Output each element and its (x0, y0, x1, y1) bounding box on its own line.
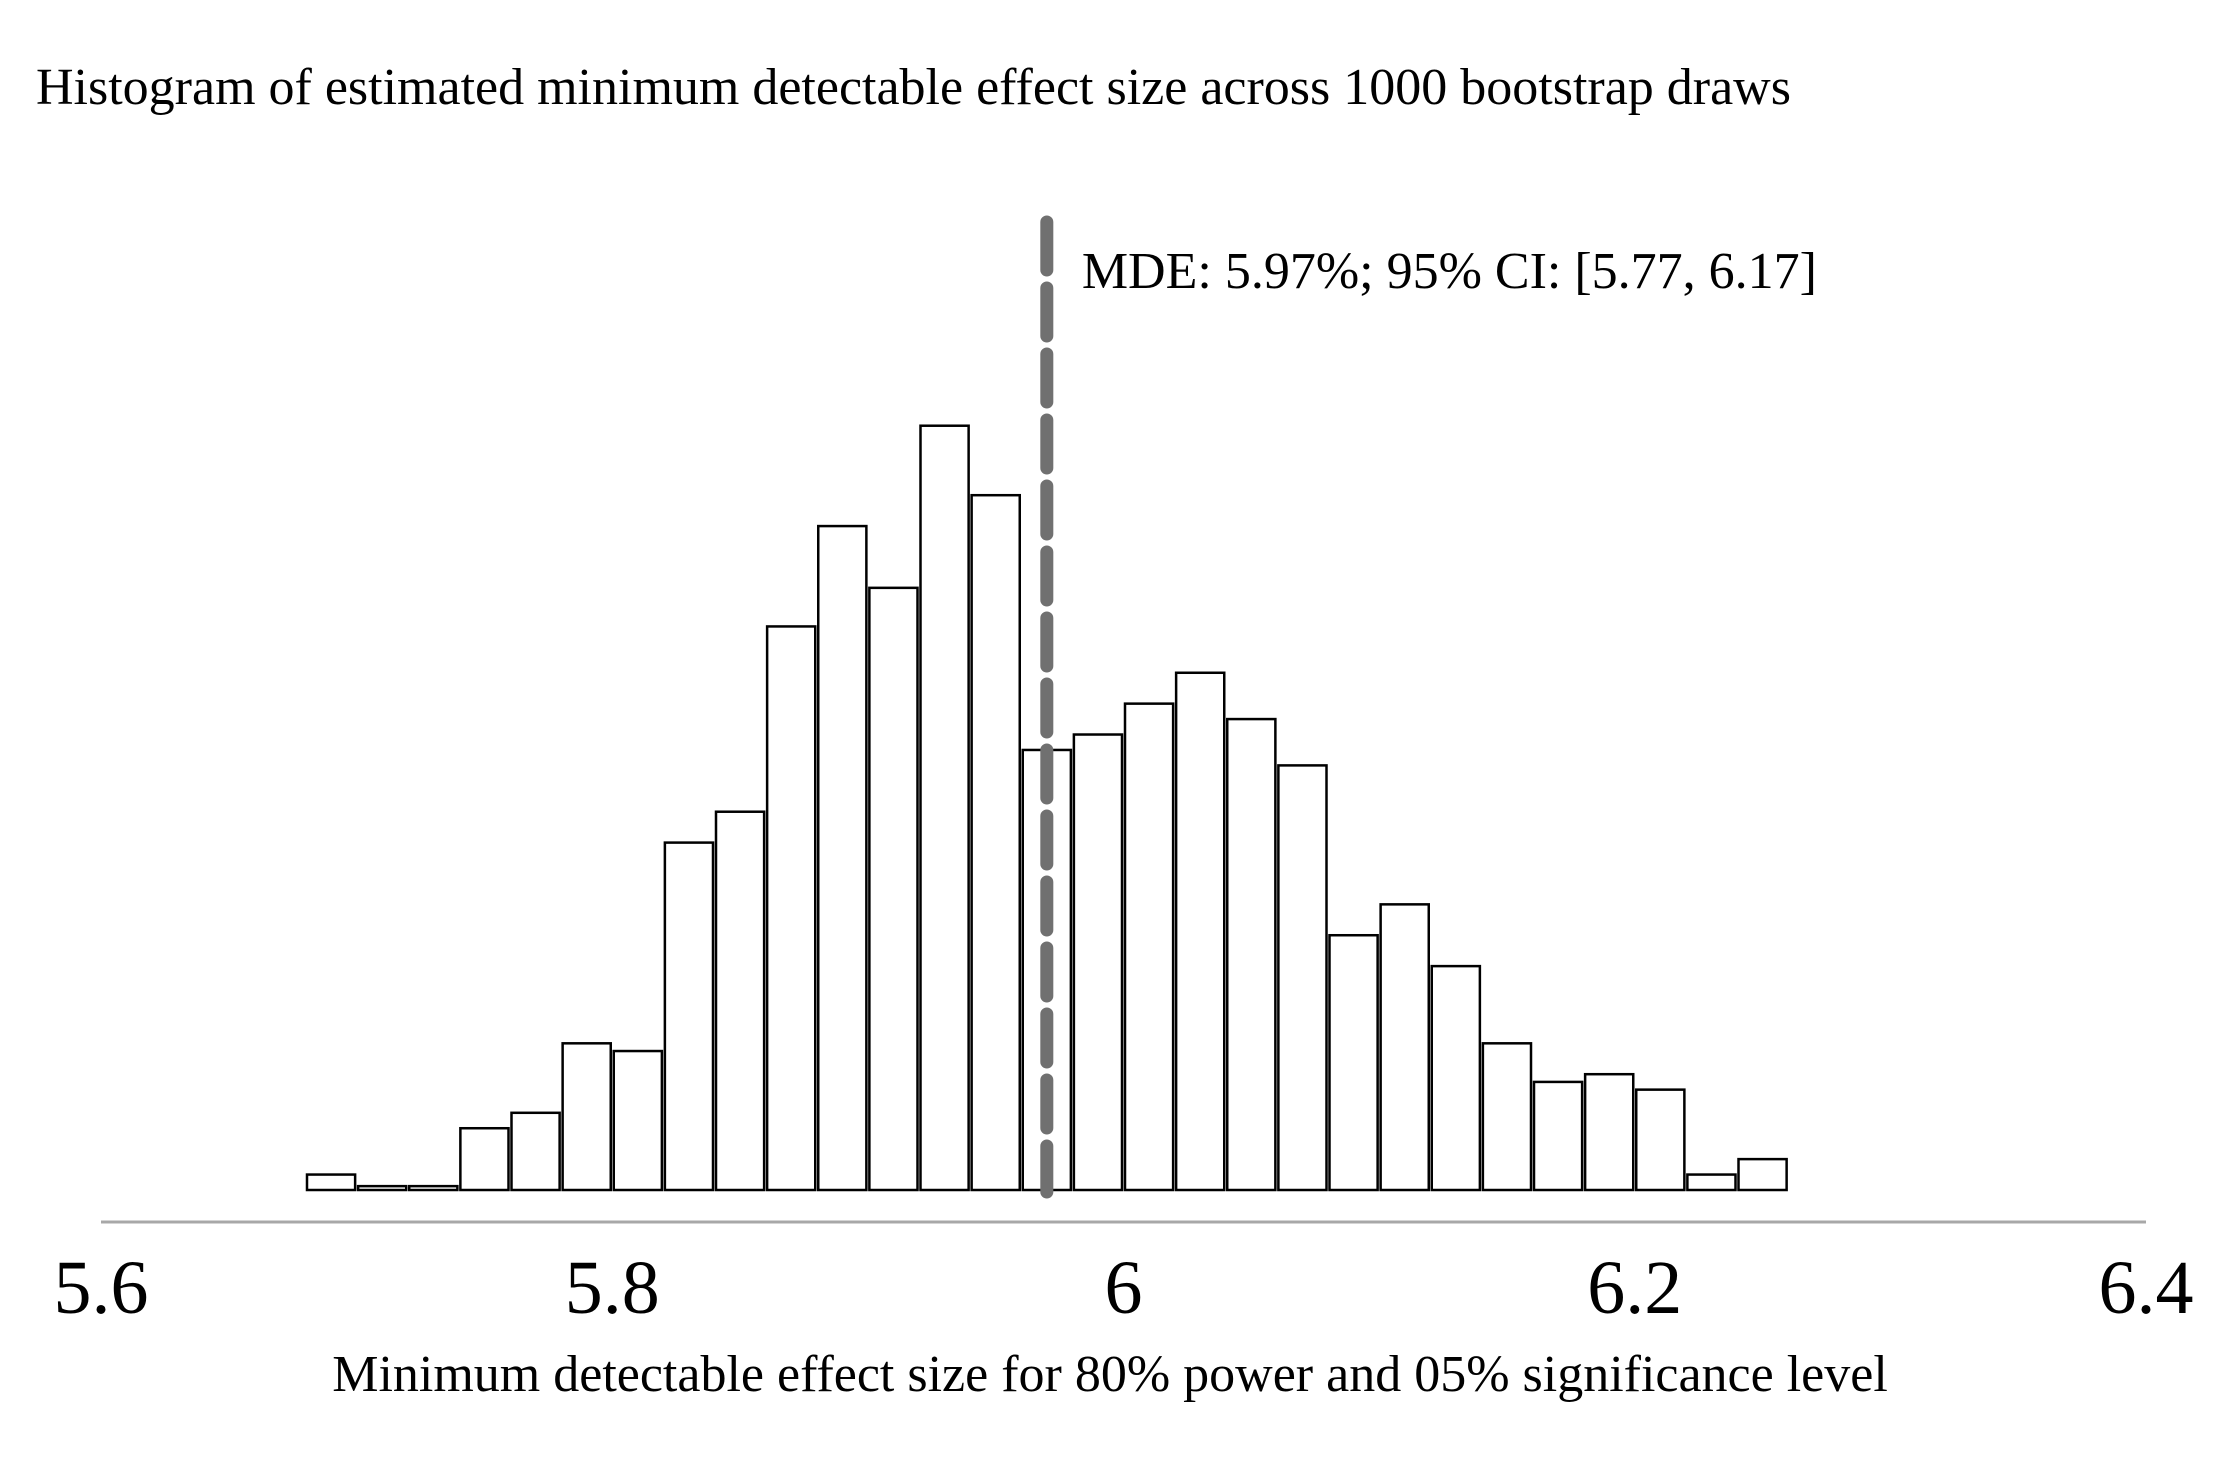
x-tick-label: 6.2 (1587, 1246, 1682, 1330)
histogram-bar (1737, 1157, 1788, 1192)
histogram-bar (1481, 1042, 1533, 1192)
histogram-bar (305, 1173, 357, 1192)
histogram-bar (1123, 702, 1175, 1192)
histogram-bar (1072, 733, 1124, 1192)
histogram-bar (561, 1042, 612, 1192)
x-tick-label: 6 (1105, 1246, 1143, 1330)
x-tick-label: 6.4 (2099, 1246, 2194, 1330)
histogram-bar (1430, 964, 1482, 1192)
histogram-bar (1277, 764, 1328, 1192)
histogram-bar (1226, 717, 1277, 1192)
histogram-bar (1635, 1088, 1686, 1192)
histogram-bar (919, 424, 970, 1192)
histogram-bars (305, 424, 1788, 1192)
x-tick-labels: 5.6 5.8 6 6.2 6.4 (54, 1246, 2194, 1330)
x-tick-label: 5.6 (54, 1246, 149, 1330)
histogram-bar (1532, 1080, 1584, 1192)
histogram-bar (1379, 903, 1430, 1192)
histogram-bar (817, 524, 868, 1192)
histogram-bar (970, 493, 1021, 1192)
mde-annotation: MDE: 5.97%; 95% CI: [5.77, 6.17] (1082, 243, 1817, 300)
histogram-bar (408, 1184, 459, 1192)
histogram-bar (1174, 671, 1226, 1192)
histogram-bar (868, 586, 919, 1192)
histogram-bar (510, 1111, 561, 1192)
chart-title: Histogram of estimated minimum detectabl… (36, 59, 1791, 116)
histogram-bar (714, 810, 766, 1192)
x-tick-label: 5.8 (565, 1246, 660, 1330)
histogram-bar (1583, 1072, 1635, 1192)
histogram-bar (612, 1049, 664, 1192)
histogram-bar (1328, 933, 1379, 1192)
histogram-bar (356, 1184, 408, 1192)
x-axis-label: Minimum detectable effect size for 80% p… (332, 1346, 1888, 1403)
histogram-bar (1686, 1173, 1737, 1192)
histogram-bar (663, 841, 715, 1192)
histogram-bar (765, 625, 817, 1192)
histogram-bar (459, 1126, 510, 1192)
